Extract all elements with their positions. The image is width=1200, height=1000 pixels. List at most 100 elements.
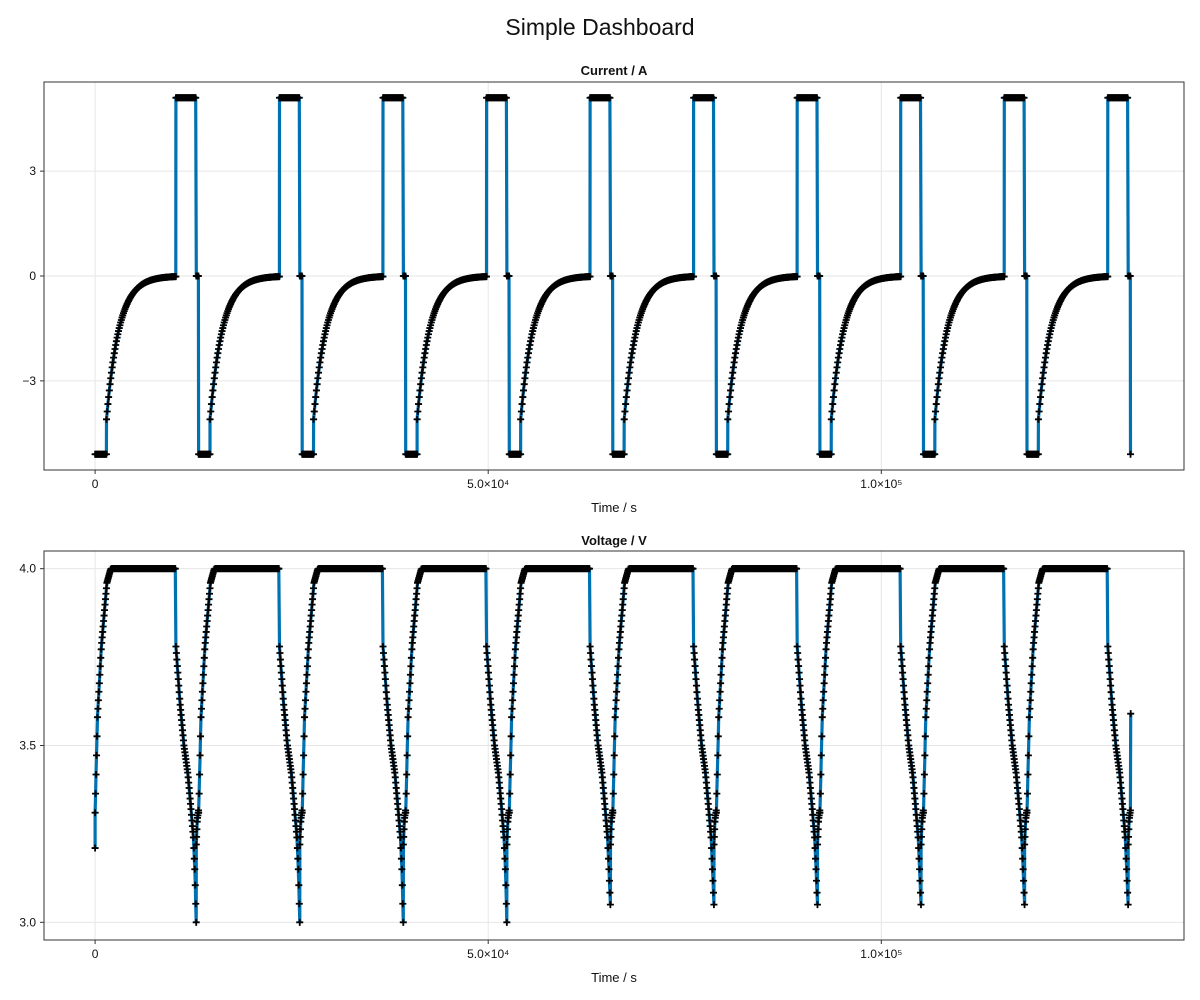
voltage-data-point — [1028, 662, 1036, 670]
voltage-data-point — [195, 809, 203, 817]
voltage-data-point — [300, 732, 308, 740]
current-data-point — [816, 272, 824, 280]
voltage-data-point — [590, 695, 598, 703]
voltage-data-point — [819, 705, 827, 713]
voltage-data-point — [400, 825, 408, 833]
current-data-point — [106, 380, 114, 388]
voltage-data-point — [399, 900, 407, 908]
voltage-data-point — [275, 642, 283, 650]
voltage-data-point — [709, 865, 717, 873]
current-data-point — [917, 94, 925, 102]
voltage-data-point — [96, 671, 104, 679]
voltage-data-point — [1105, 656, 1113, 664]
voltage-data-point — [1018, 844, 1026, 852]
current-data-point — [690, 273, 698, 281]
voltage-data-point — [501, 865, 509, 873]
voltage-data-point — [378, 565, 386, 573]
voltage-data-point — [173, 656, 181, 664]
current-data-point — [102, 450, 110, 458]
current-data-point — [502, 94, 510, 102]
voltage-data-point — [191, 865, 199, 873]
current-data-point — [105, 393, 113, 401]
voltage-data-point — [402, 809, 410, 817]
voltage-data-point — [303, 662, 311, 670]
voltage-data-point — [1124, 889, 1132, 897]
voltage-data-point — [405, 705, 413, 713]
voltage-data-point — [1123, 877, 1131, 885]
voltage-data-point — [92, 770, 100, 778]
voltage-data-point — [406, 671, 414, 679]
voltage-data-point — [1027, 679, 1035, 687]
voltage-data-point — [898, 656, 906, 664]
voltage-data-point — [923, 688, 931, 696]
voltage-data-point — [604, 855, 612, 863]
voltage-data-point — [822, 654, 830, 662]
voltage-data-point — [613, 679, 621, 687]
voltage-data-point — [1103, 565, 1111, 573]
voltage-data-point — [588, 662, 596, 670]
voltage-data-point — [195, 790, 203, 798]
voltage-data-point — [588, 675, 596, 683]
voltage-data-point — [407, 654, 415, 662]
current-data-point — [622, 400, 630, 408]
voltage-data-point — [301, 713, 309, 721]
current-data-point — [897, 273, 905, 281]
voltage-data-point — [607, 833, 615, 841]
current-data-point — [275, 273, 283, 281]
voltage-data-point — [1028, 671, 1036, 679]
current-data-point — [482, 273, 490, 281]
voltage-data-point — [1001, 656, 1009, 664]
voltage-data-point — [199, 671, 207, 679]
current-data-point — [827, 415, 835, 423]
voltage-data-point — [716, 696, 724, 704]
voltage-data-point — [899, 675, 907, 683]
current-data-point — [298, 272, 306, 280]
current-data-point — [414, 407, 422, 415]
current-data-point — [417, 380, 425, 388]
current-data-point — [415, 400, 423, 408]
current-data-point — [622, 393, 630, 401]
voltage-data-point — [93, 713, 101, 721]
voltage-data-point — [379, 649, 387, 657]
voltage-data-point — [398, 881, 406, 889]
voltage-data-point — [924, 679, 932, 687]
voltage-data-point — [299, 790, 307, 798]
voltage-data-point — [483, 656, 491, 664]
voltage-data-point — [95, 688, 103, 696]
voltage-data-point — [192, 900, 200, 908]
voltage-data-point — [690, 649, 698, 657]
voltage-data-point — [819, 696, 827, 704]
current-data-point — [310, 407, 318, 415]
voltage-data-point — [1025, 732, 1033, 740]
current-data-point — [517, 407, 525, 415]
current-data-point — [620, 450, 628, 458]
voltage-data-point — [917, 889, 925, 897]
current-data-point — [1037, 393, 1045, 401]
voltage-data-point — [1000, 642, 1008, 650]
voltage-data-point — [1021, 901, 1029, 909]
voltage-series-markers — [91, 565, 1135, 926]
voltage-data-point — [817, 770, 825, 778]
current-data-point — [505, 272, 513, 280]
voltage-data-point — [509, 696, 517, 704]
current-data-point — [207, 400, 215, 408]
voltage-data-point — [504, 825, 512, 833]
voltage-data-point — [1125, 825, 1133, 833]
voltage-data-point — [795, 669, 803, 677]
current-data-point — [830, 386, 838, 394]
current-data-point — [295, 94, 303, 102]
voltage-data-point — [175, 682, 183, 690]
voltage-data-point — [1019, 865, 1027, 873]
voltage-data-point — [612, 696, 620, 704]
voltage-data-point — [1023, 809, 1031, 817]
voltage-data-point — [710, 833, 718, 841]
voltage-data-point — [1002, 662, 1010, 670]
current-data-point — [194, 272, 202, 280]
voltage-data-point — [276, 656, 284, 664]
current-data-point — [931, 415, 939, 423]
voltage-data-point — [1104, 642, 1112, 650]
current-data-point — [932, 407, 940, 415]
voltage-data-point — [610, 770, 618, 778]
voltage-y-axis: 3.0 3.5 4.0 — [19, 562, 44, 929]
